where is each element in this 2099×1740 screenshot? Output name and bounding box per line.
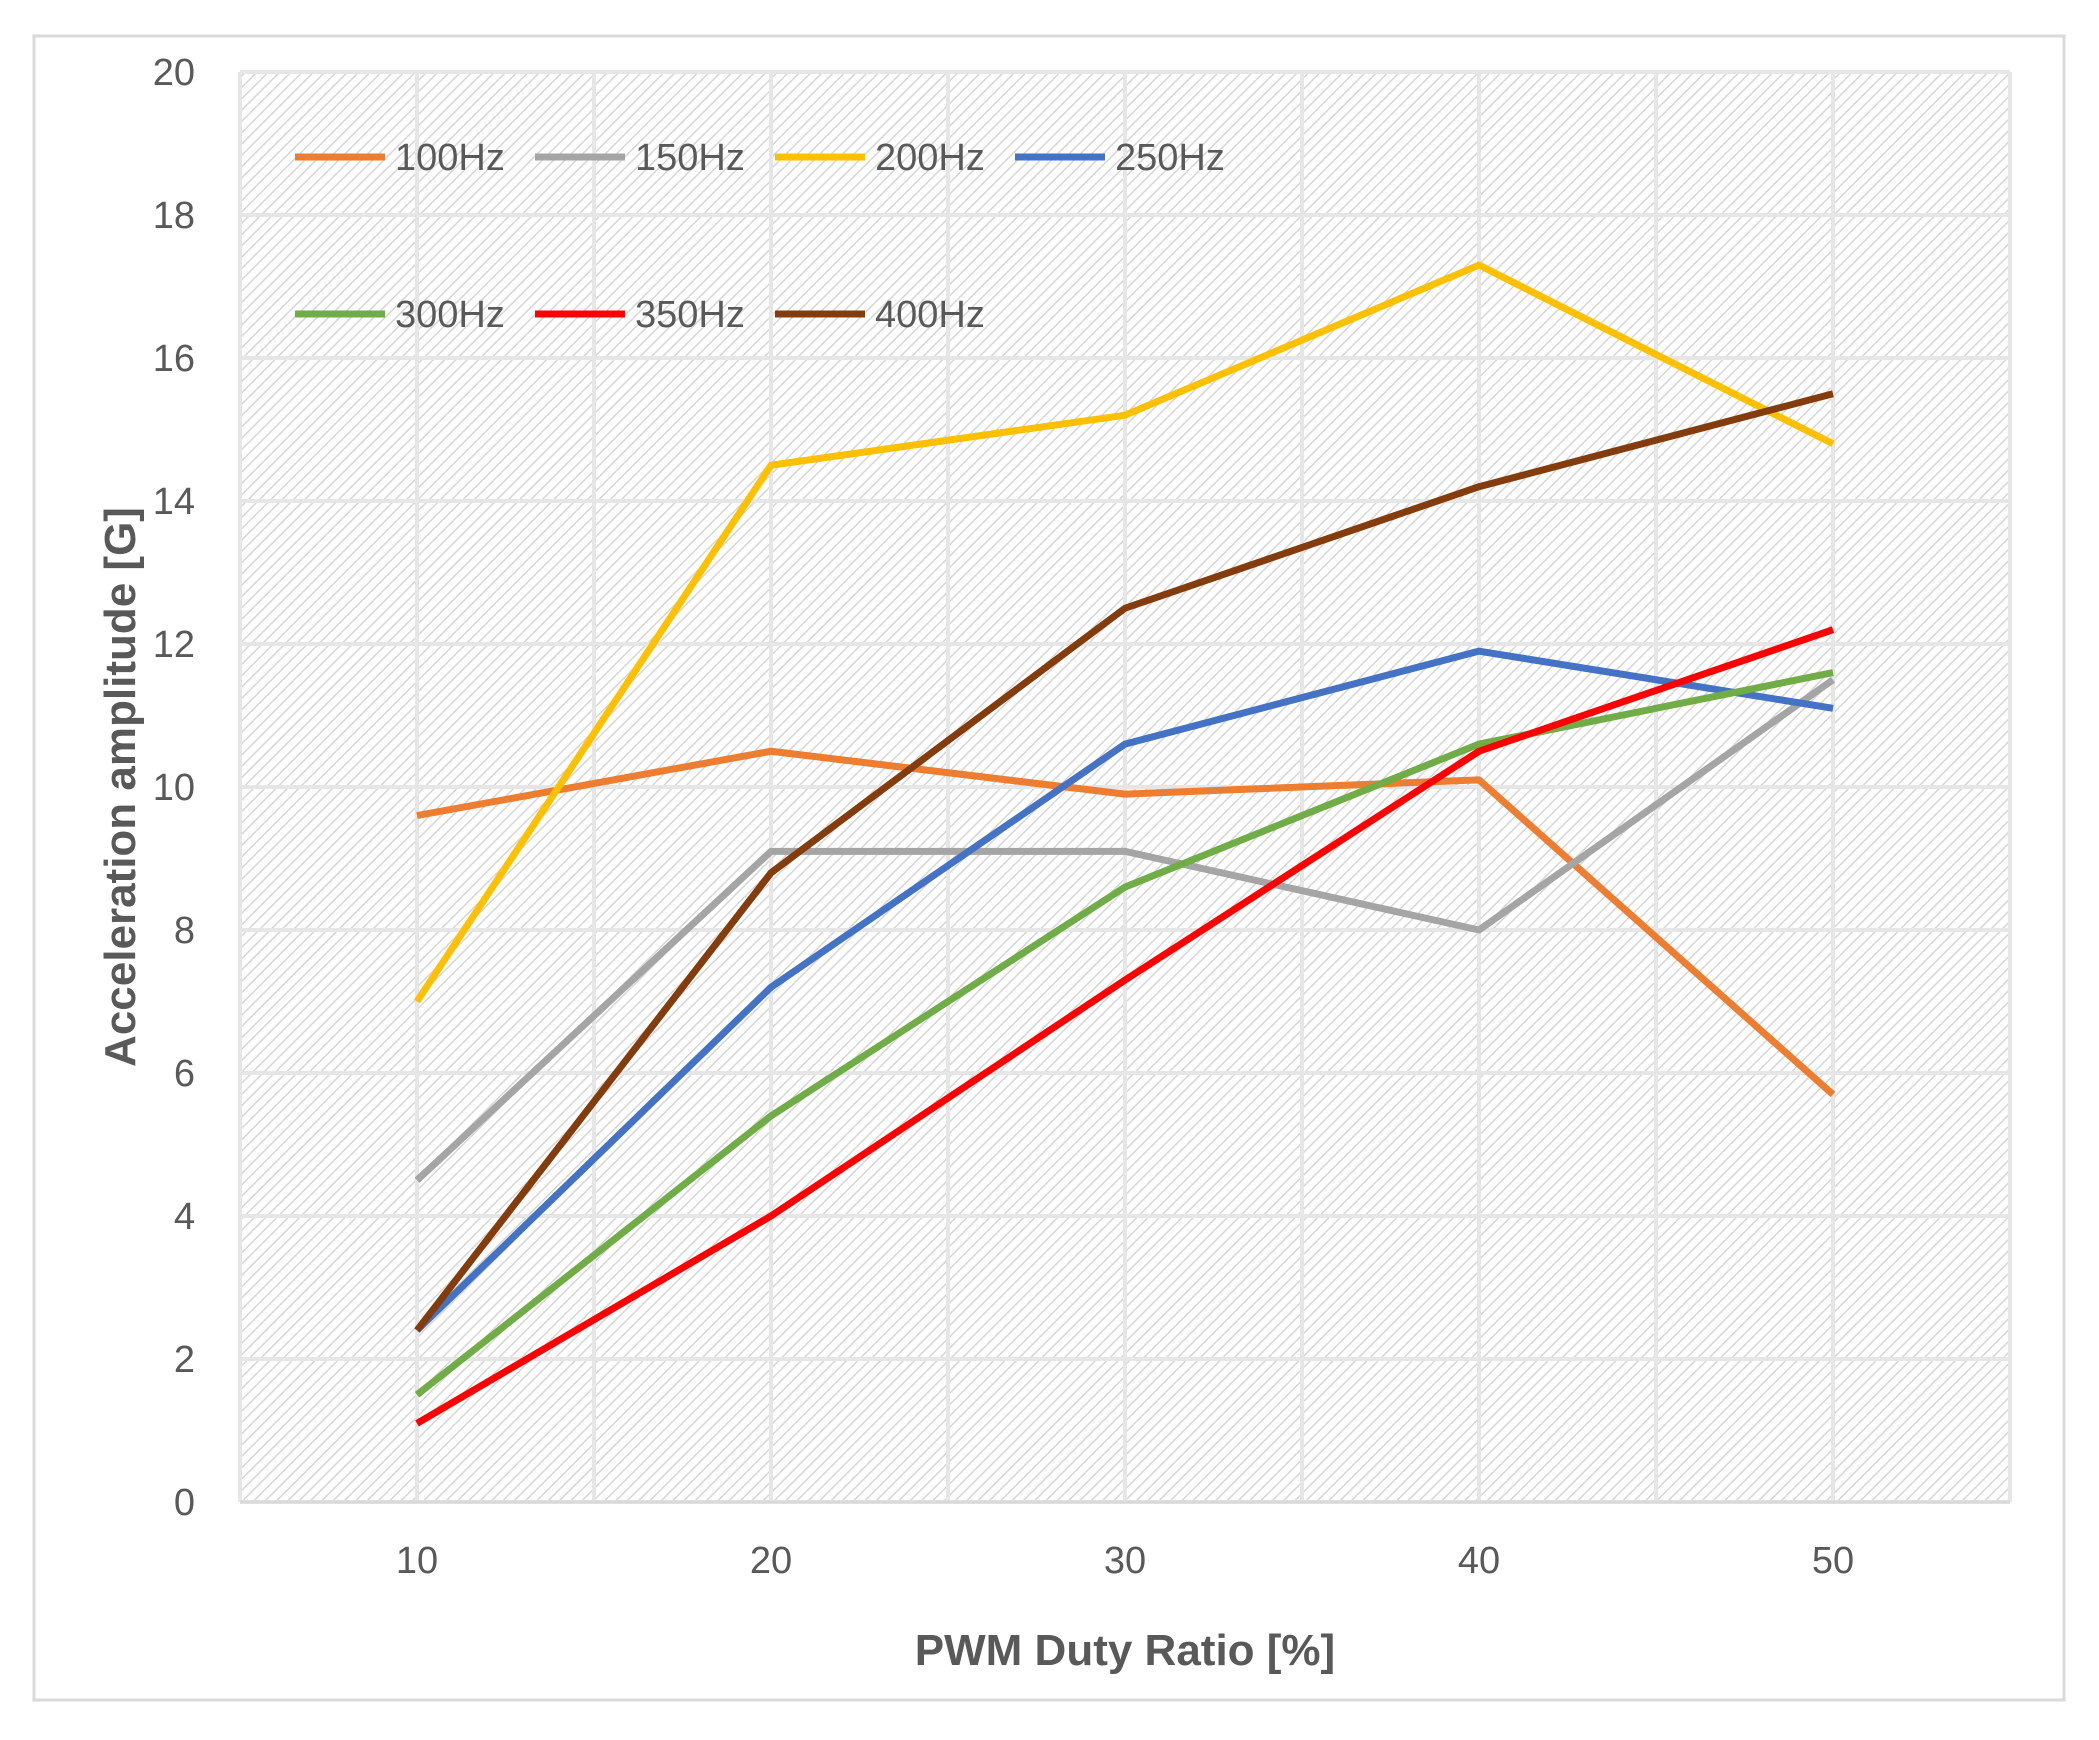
x-tick-label: 10 [396, 1540, 438, 1582]
y-tick-label: 10 [153, 767, 195, 809]
x-axis-title: PWM Duty Ratio [%] [915, 1626, 1335, 1675]
gridlines [238, 70, 2012, 1504]
y-tick-label: 2 [174, 1339, 195, 1381]
legend-label: 300Hz [395, 294, 505, 336]
series-line-100hz [416, 747, 1836, 1098]
series-line-400hz [414, 390, 1834, 1333]
legend-item-300hz: 300Hz [295, 294, 505, 336]
y-tick-label: 0 [174, 1482, 195, 1524]
y-tick-label: 4 [174, 1196, 195, 1238]
y-tick-label: 16 [153, 338, 195, 380]
legend-item-200hz: 200Hz [775, 137, 985, 179]
series-line-200hz [414, 261, 1835, 1004]
legend-item-350hz: 350Hz [535, 294, 745, 336]
x-tick-label: 50 [1812, 1540, 1854, 1582]
legend-item-100hz: 100Hz [295, 137, 505, 179]
y-tick-label: 14 [153, 481, 195, 523]
y-tick-label: 8 [174, 910, 195, 952]
y-tick-label: 20 [153, 52, 195, 94]
legend: 100Hz 150Hz 200Hz 250Hz 300Hz 350Hz 400Hz [295, 137, 1225, 336]
x-tick-label: 30 [1104, 1540, 1146, 1582]
legend-item-150hz: 150Hz [535, 137, 745, 179]
series-line-350hz [415, 626, 1835, 1427]
legend-label: 150Hz [635, 137, 745, 179]
legend-item-250hz: 250Hz [1015, 137, 1225, 179]
y-tick-label: 18 [153, 195, 195, 237]
y-tick-label: 6 [174, 1053, 195, 1095]
y-tick-label: 12 [153, 624, 195, 666]
legend-label: 250Hz [1115, 137, 1225, 179]
series-lines [414, 261, 1836, 1427]
series-line-300hz [414, 669, 1834, 1398]
axes: 0 2 4 6 8 10 12 14 16 18 20 10 20 30 40 50 [153, 52, 2010, 1582]
legend-label: 350Hz [635, 294, 745, 336]
legend-label: 400Hz [875, 294, 985, 336]
legend-label: 200Hz [875, 137, 985, 179]
legend-label: 100Hz [395, 137, 505, 179]
series-line-250hz [414, 647, 1834, 1333]
y-axis-title: Acceleration amplitude [G] [96, 507, 145, 1067]
x-tick-label: 40 [1458, 1540, 1500, 1582]
series-line-150hz [414, 676, 1836, 1183]
legend-item-400hz: 400Hz [775, 294, 985, 336]
x-tick-label: 20 [750, 1540, 792, 1582]
